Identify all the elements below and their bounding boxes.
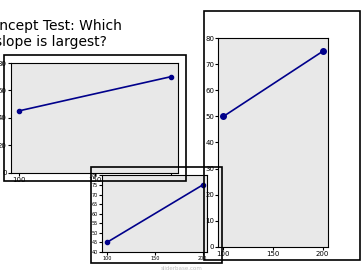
Text: sliderbase.com: sliderbase.com — [161, 266, 203, 271]
Text: Concept Test: Which
slope is largest?: Concept Test: Which slope is largest? — [0, 19, 122, 49]
